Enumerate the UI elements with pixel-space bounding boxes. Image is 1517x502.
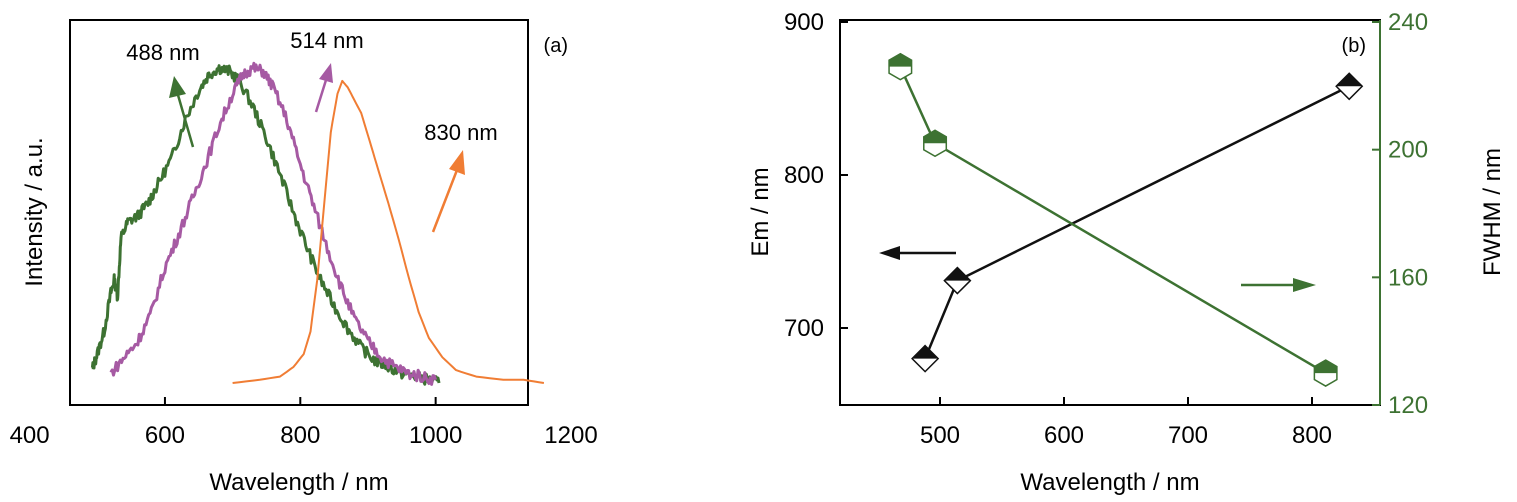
panel-b-ylabel-right: FWHM / nm (1479, 148, 1506, 276)
panel-a-xtick-label: 1000 (409, 422, 462, 449)
em-point (911, 344, 940, 373)
panel-b-ytick-left-label: 800 (784, 162, 824, 189)
panel-b-ytick-right-label: 120 (1388, 392, 1428, 419)
panel-b-ylabel-left: Em / nm (747, 167, 774, 256)
panel-b-ticks: 500 600 700 800 700 800 900 120 160 200 240 (784, 9, 1428, 449)
series-514-line (109, 61, 438, 386)
series-830-line (232, 79, 545, 384)
panel-a-xtick-label: 400 (10, 422, 50, 449)
panel-a-xtick-label: 1200 (544, 422, 597, 449)
panel-a-xtick-label: 800 (280, 422, 320, 449)
panel-b: 500 600 700 800 700 800 900 120 160 200 240 (b) Wa… (747, 9, 1506, 496)
em-point (1335, 72, 1364, 101)
panel-b-ytick-left-label: 700 (784, 315, 824, 342)
panel-b-label: (b) (1342, 35, 1366, 57)
arrow-514 (314, 63, 333, 113)
fwhm-point (888, 52, 913, 81)
arrow-830 (431, 150, 465, 233)
fwhm-point (1313, 359, 1338, 387)
arrow-left-axis-indicator (879, 246, 956, 260)
panel-a-series-group (90, 61, 545, 386)
panel-a: 400 600 800 1000 1200 (a) Wavelength / nm In… (10, 19, 598, 496)
panel-a-xtick-label: 600 (145, 422, 185, 449)
panel-b-xtick-label: 700 (1168, 422, 1208, 449)
annotation-830: 830 nm (424, 120, 497, 145)
panel-b-xtick-label: 800 (1292, 422, 1332, 449)
series-488-line (90, 64, 441, 386)
panel-b-ytick-right-label: 160 (1388, 264, 1428, 291)
panel-b-points (888, 52, 1364, 387)
panel-b-ytick-left-label: 900 (784, 9, 824, 36)
arrow-right-axis-indicator (1241, 278, 1316, 292)
panel-b-ytick-right-label: 240 (1388, 9, 1428, 36)
em-point (943, 266, 972, 295)
panel-a-xlabel: Wavelength / nm (209, 469, 388, 496)
panel-b-lines (899, 66, 1350, 375)
panel-a-frame (69, 19, 529, 406)
panel-a-x-ticks: 400 600 800 1000 1200 (10, 397, 598, 449)
em-series-line (923, 85, 1350, 360)
annotation-488: 488 nm (126, 40, 199, 65)
panel-a-ylabel: Intensity / a.u. (21, 137, 48, 286)
panel-b-frame (839, 19, 1381, 406)
fwhm-point (923, 129, 948, 158)
panel-b-xtick-label: 600 (1044, 422, 1084, 449)
panel-a-label: (a) (544, 35, 568, 57)
panel-b-xtick-label: 500 (920, 422, 960, 449)
panel-b-xlabel: Wavelength / nm (1020, 469, 1199, 496)
annotation-514: 514 nm (290, 28, 363, 53)
fwhm-series-line (899, 66, 1327, 375)
arrow-488 (169, 76, 195, 148)
panel-b-ytick-right-label: 200 (1388, 137, 1428, 164)
